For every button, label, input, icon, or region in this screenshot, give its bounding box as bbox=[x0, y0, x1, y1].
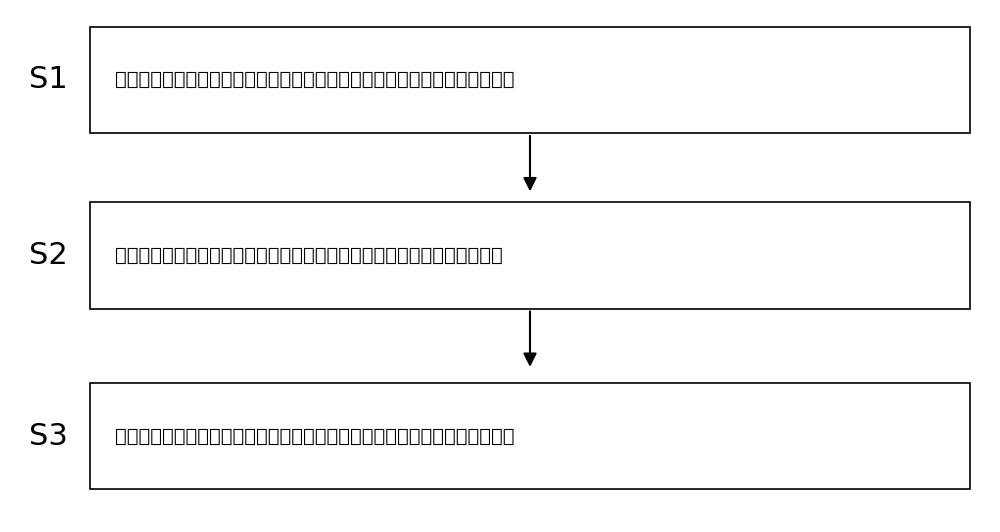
Text: 通过前端流量检测设备，实时获取交叉口各进口道流量数据和车头时距数据。: 通过前端流量检测设备，实时获取交叉口各进口道流量数据和车头时距数据。 bbox=[115, 70, 514, 89]
Text: S3: S3 bbox=[29, 422, 67, 451]
Text: S1: S1 bbox=[29, 65, 67, 94]
Text: 根据交叉口运行状态，建立算法模型，计算信号配时参数，并下发给信号机。: 根据交叉口运行状态，建立算法模型，计算信号配时参数，并下发给信号机。 bbox=[115, 427, 514, 446]
Text: 根据检测数据，判定交叉口处于何种运行状态，分为：畅通、缓行和拥堵。: 根据检测数据，判定交叉口处于何种运行状态，分为：畅通、缓行和拥堵。 bbox=[115, 246, 503, 265]
Bar bbox=[90, 202, 970, 309]
Bar bbox=[90, 383, 970, 489]
Text: S2: S2 bbox=[29, 241, 67, 270]
Bar bbox=[90, 27, 970, 133]
